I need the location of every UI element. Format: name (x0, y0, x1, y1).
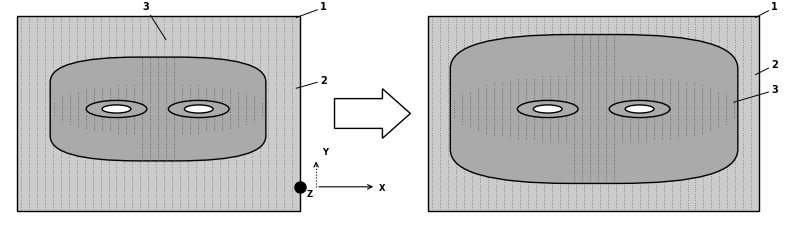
Text: X: X (378, 184, 385, 193)
Bar (17, 17, 300, 210)
Circle shape (626, 105, 654, 113)
FancyBboxPatch shape (50, 57, 266, 161)
Text: 2: 2 (755, 60, 778, 75)
Circle shape (169, 100, 229, 118)
Circle shape (534, 105, 562, 113)
Circle shape (518, 100, 578, 118)
Text: 3: 3 (142, 2, 166, 40)
Text: Z: Z (306, 190, 313, 199)
Circle shape (610, 100, 670, 118)
Text: 1: 1 (755, 2, 778, 18)
Text: Y: Y (322, 148, 329, 158)
Text: 1: 1 (296, 2, 327, 18)
FancyBboxPatch shape (450, 35, 738, 183)
Bar (428, 17, 759, 210)
Circle shape (102, 105, 131, 113)
Text: 2: 2 (296, 76, 327, 88)
Text: 3: 3 (734, 85, 778, 102)
Circle shape (86, 100, 147, 118)
Circle shape (184, 105, 213, 113)
Polygon shape (334, 89, 410, 138)
